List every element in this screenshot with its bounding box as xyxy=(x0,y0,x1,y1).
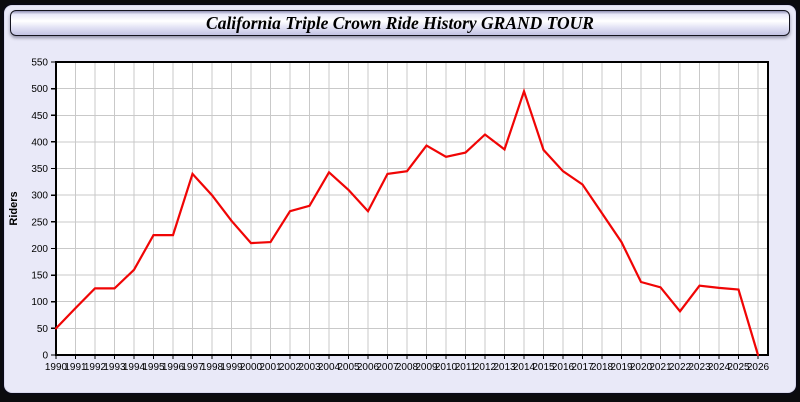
ride-history-chart: 0 50 100 150 200 250 300 350 400 450 500 550 1990 199… xyxy=(4,5,800,397)
y-axis-tick-label: 50 xyxy=(37,324,49,335)
x-axis-tick-label: 2018 xyxy=(591,362,614,373)
x-axis-tick-label: 2002 xyxy=(279,362,302,373)
x-axis-tick-label: 2017 xyxy=(571,362,594,373)
y-axis-tick-label: 0 xyxy=(42,351,48,362)
x-axis-tick-label: 1995 xyxy=(142,362,165,373)
x-axis-tick-label: 2000 xyxy=(240,362,263,373)
y-axis-tick-label: 550 xyxy=(31,58,48,69)
x-axis-tick-label: 2003 xyxy=(298,362,321,373)
plot-area xyxy=(56,62,768,355)
x-axis-tick-label: 2022 xyxy=(669,362,692,373)
x-axis-tick-label: 2016 xyxy=(552,362,575,373)
x-axis-tick-label: 2023 xyxy=(688,362,711,373)
x-axis-tick-label: 2001 xyxy=(259,362,282,373)
x-axis-tick-label: 2009 xyxy=(415,362,438,373)
x-axis-tick-label: 2014 xyxy=(513,362,536,373)
x-axis-tick-label: 2012 xyxy=(474,362,497,373)
x-axis-tick-label: 1993 xyxy=(103,362,126,373)
x-axis-tick-label: 1999 xyxy=(220,362,243,373)
x-axis-tick-label: 2020 xyxy=(630,362,653,373)
y-axis-tick-label: 500 xyxy=(31,84,48,95)
x-axis-tick-label: 2026 xyxy=(747,362,770,373)
x-axis-tick-label: 2025 xyxy=(727,362,750,373)
x-axis-tick-label: 2021 xyxy=(649,362,672,373)
x-axis-tick-label: 1997 xyxy=(181,362,204,373)
x-axis-tick-label: 2005 xyxy=(337,362,360,373)
y-axis-tick-label: 150 xyxy=(31,271,48,282)
x-axis-tick-label: 2013 xyxy=(493,362,516,373)
x-axis-tick-label: 2006 xyxy=(357,362,380,373)
main-panel: California Triple Crown Ride History GRA… xyxy=(2,3,798,395)
y-axis-tick-label: 350 xyxy=(31,164,48,175)
x-axis-tick-label: 1994 xyxy=(123,362,146,373)
x-axis-tick-label: 2019 xyxy=(610,362,633,373)
y-axis-tick-label: 200 xyxy=(31,244,48,255)
chart-svg: 0501001502002503003504004505005501990199… xyxy=(8,58,770,374)
y-axis-tick-label: 450 xyxy=(31,111,48,122)
x-axis-tick-label: 1990 xyxy=(45,362,68,373)
y-axis-tick-label: 250 xyxy=(31,217,48,228)
y-axis-tick-label: 400 xyxy=(31,137,48,148)
x-axis-tick-label: 2008 xyxy=(396,362,419,373)
plot-border xyxy=(55,61,769,356)
x-axis-tick-label: 1992 xyxy=(84,362,107,373)
riders-data-line xyxy=(54,87,760,357)
y-axis-tick-label: 100 xyxy=(31,297,48,308)
y-axis-tick-label: 300 xyxy=(31,191,48,202)
y-axis-title: Riders xyxy=(8,191,20,225)
x-axis-tick-label: 2011 xyxy=(455,362,477,373)
x-axis-tick-label: 1991 xyxy=(64,362,87,373)
x-axis-tick-label: 2015 xyxy=(532,362,555,373)
x-axis-tick-label: 1998 xyxy=(201,362,224,373)
x-axis-tick-label: 2004 xyxy=(318,362,341,373)
title-bar: California Triple Crown Ride History GRA… xyxy=(10,10,790,36)
x-axis-tick-label: 2010 xyxy=(435,362,458,373)
x-axis-tick-label: 1996 xyxy=(162,362,185,373)
page-title: California Triple Crown Ride History GRA… xyxy=(206,13,594,33)
x-axis-tick-label: 2024 xyxy=(708,362,731,373)
x-axis-tick-label: 2007 xyxy=(376,362,399,373)
